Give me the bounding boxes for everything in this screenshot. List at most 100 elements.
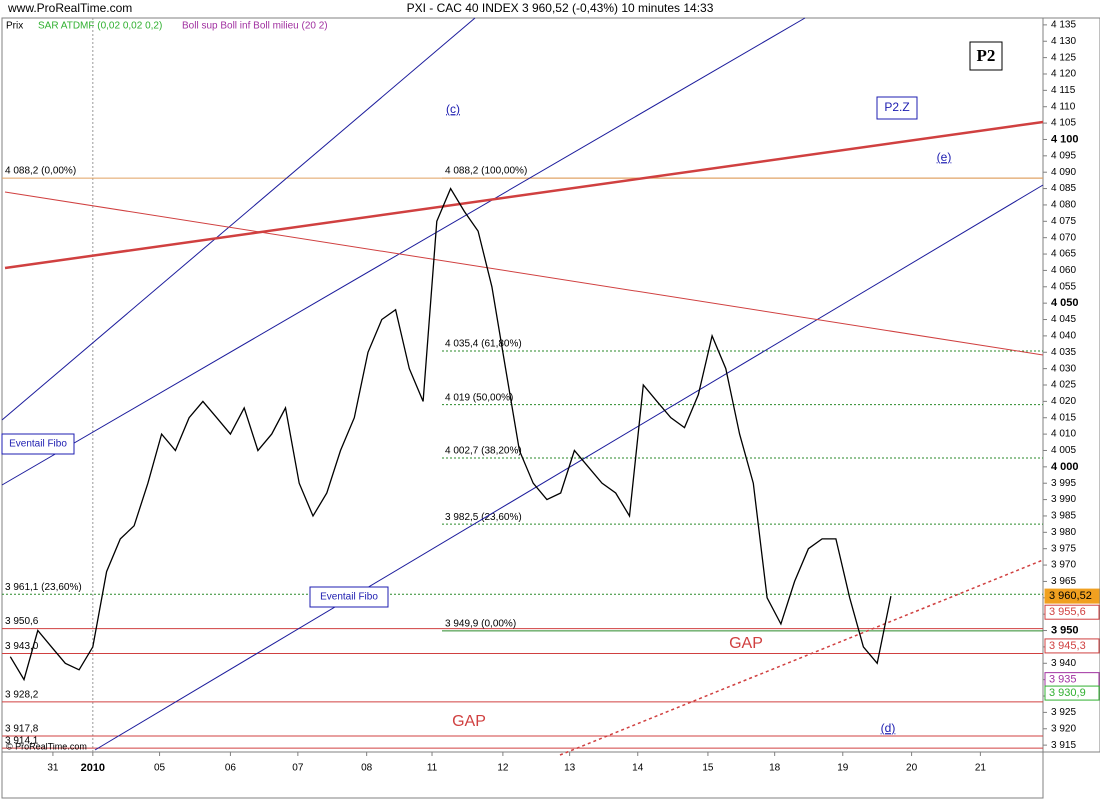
y-tick-label: 4 095 [1051, 150, 1076, 161]
y-tick-label: 3 970 [1051, 560, 1076, 571]
label-box [1, 433, 75, 455]
fan-line [1, 17, 806, 486]
x-tick-label: 2010 [81, 762, 105, 774]
x-tick-label: 08 [361, 763, 373, 774]
x-tick-label: 21 [975, 763, 987, 774]
y-tick-label: 4 055 [1051, 281, 1076, 292]
y-tick-label: 3 980 [1051, 527, 1076, 538]
level-label: 4 088,2 (100,00%) [445, 166, 527, 177]
y-tick-label: 4 130 [1051, 36, 1076, 47]
y-tick-label: 3 985 [1051, 511, 1076, 522]
y-tick-label: 4 135 [1051, 20, 1076, 31]
y-tick-label: 4 040 [1051, 331, 1076, 342]
y-tick-label: 3 975 [1051, 543, 1076, 554]
x-tick-label: 12 [497, 763, 509, 774]
price-box [1044, 588, 1100, 604]
y-tick-label: 4 110 [1051, 101, 1076, 112]
y-tick-label: 4 080 [1051, 200, 1076, 211]
x-tick-label: 07 [292, 763, 304, 774]
y-tick-label: 4 065 [1051, 249, 1076, 260]
y-tick-label: 3 920 [1051, 723, 1076, 734]
y-tick-label: 4 045 [1051, 314, 1076, 325]
x-tick-label: 05 [154, 763, 166, 774]
price-box [1044, 685, 1100, 701]
price-box-label: 3 935 [1049, 674, 1077, 686]
y-tick-label: 3 925 [1051, 707, 1076, 718]
y-tick-label: 4 025 [1051, 380, 1076, 391]
price-line [9, 187, 892, 682]
fan-label: Eventail Fibo [9, 439, 67, 450]
legend-sar: SAR ATDMF (0,02 0,02 0,2) [38, 21, 162, 32]
x-tick-label: 31 [47, 763, 59, 774]
x-axis-area [1, 751, 1044, 799]
price-box [1044, 638, 1100, 654]
gap-label: GAP [452, 713, 486, 730]
copyright: © ProRealTime.com [6, 741, 87, 751]
level-label: 3 982,5 (23,60%) [445, 512, 522, 523]
x-tick-label: 20 [906, 763, 918, 774]
y-tick-label: 4 015 [1051, 412, 1076, 423]
wave-label: (e) [937, 150, 952, 164]
y-tick-label: 4 085 [1051, 183, 1076, 194]
y-tick-label: 4 030 [1051, 363, 1076, 374]
price-box-label: 3 955,6 [1049, 606, 1086, 618]
legend-boll: Boll sup Boll inf Boll milieu (20 2) [182, 21, 328, 32]
x-tick-label: 15 [702, 763, 714, 774]
x-tick-label: 19 [837, 763, 849, 774]
y-tick-label: 3 950 [1051, 624, 1079, 636]
y-tick-label: 4 020 [1051, 396, 1076, 407]
y-tick-label: 4 120 [1051, 69, 1076, 80]
y-tick-label: 4 070 [1051, 232, 1076, 243]
price-box [1044, 604, 1100, 620]
level-label: 3 961,1 (23,60%) [5, 582, 82, 593]
y-tick-label: 4 050 [1051, 297, 1079, 309]
trend-line [559, 559, 1044, 756]
x-tick-label: 13 [564, 763, 576, 774]
y-tick-label: 4 100 [1051, 133, 1079, 145]
y-tick-label: 4 000 [1051, 461, 1079, 473]
y-tick-label: 3 995 [1051, 478, 1076, 489]
x-tick-label: 18 [769, 763, 781, 774]
level-label: 4 088,2 (0,00%) [5, 166, 76, 177]
y-tick-label: 4 010 [1051, 429, 1076, 440]
y-tick-label: 4 115 [1051, 85, 1076, 96]
gap-label: GAP [729, 635, 763, 652]
price-box-label: 3 960,52 [1049, 590, 1092, 602]
chart-title: PXI - CAC 40 INDEX 3 960,52 (-0,43%) 10 … [407, 1, 714, 15]
fan-line [1, 17, 476, 421]
level-label: 3 914,1 [5, 736, 39, 747]
x-tick-label: 14 [632, 763, 644, 774]
y-tick-label: 3 915 [1051, 740, 1076, 751]
wave-label: P2 [977, 46, 996, 65]
y-tick-label: 4 035 [1051, 347, 1076, 358]
x-tick-label: 06 [225, 763, 237, 774]
level-label: 3 949,9 (0,00%) [445, 619, 516, 630]
site: www.ProRealTime.com [7, 1, 132, 15]
trend-line [4, 120, 1044, 270]
level-label: 3 917,8 [5, 724, 39, 735]
x-tick-label: 11 [427, 763, 438, 774]
wave-label: P2.Z [884, 100, 909, 114]
y-tick-label: 3 940 [1051, 658, 1076, 669]
label-box [309, 586, 389, 608]
y-tick-label: 3 965 [1051, 576, 1076, 587]
label-box [969, 41, 1003, 71]
y-tick-label: 4 005 [1051, 445, 1076, 456]
wave-label: (c) [446, 102, 460, 116]
trend-line [4, 191, 1044, 356]
level-label: 3 928,2 [5, 690, 39, 701]
level-label: 4 002,7 (38,20%) [445, 446, 522, 457]
legend-price: Prix [6, 21, 23, 32]
y-tick-label: 4 125 [1051, 52, 1076, 63]
wave-label: (d) [881, 721, 896, 735]
y-tick-label: 4 090 [1051, 167, 1076, 178]
y-axis-area [1042, 17, 1100, 753]
y-tick-label: 4 060 [1051, 265, 1076, 276]
plot-area [1, 17, 1044, 753]
level-label: 3 943,0 [5, 641, 39, 652]
fan-label: Eventail Fibo [320, 592, 378, 603]
y-tick-label: 4 105 [1051, 118, 1076, 129]
